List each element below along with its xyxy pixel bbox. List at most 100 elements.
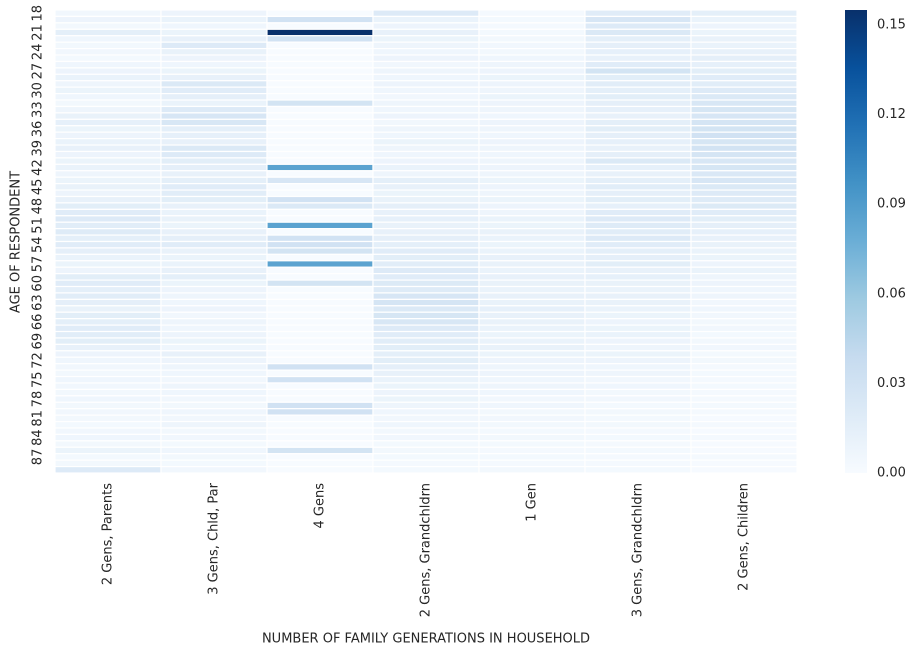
heat-cell bbox=[266, 420, 374, 429]
y-tick-label: 69 bbox=[31, 333, 46, 350]
heat-cell bbox=[584, 395, 692, 403]
heat-cell bbox=[584, 350, 692, 358]
heat-cell bbox=[584, 163, 692, 172]
heat-cell bbox=[54, 324, 162, 333]
heat-cell bbox=[266, 221, 374, 230]
y-tick-label: 48 bbox=[31, 198, 46, 215]
heat-cell bbox=[266, 298, 374, 307]
heat-cell bbox=[372, 266, 480, 275]
heat-cell bbox=[478, 337, 586, 345]
heat-cell bbox=[584, 215, 692, 223]
heat-cell bbox=[266, 433, 374, 442]
heat-cell bbox=[372, 388, 480, 397]
heat-cell bbox=[584, 292, 692, 300]
heat-cell bbox=[584, 253, 692, 262]
heat-cell bbox=[372, 195, 480, 204]
heat-cell bbox=[690, 247, 798, 255]
heat-cell bbox=[160, 408, 268, 416]
heat-cell bbox=[690, 67, 798, 75]
heat-cell bbox=[372, 330, 480, 339]
heat-cell bbox=[266, 356, 374, 365]
heat-cell bbox=[160, 343, 268, 352]
heat-cell bbox=[54, 228, 162, 236]
heat-cell bbox=[478, 170, 586, 178]
heat-cell bbox=[372, 427, 480, 436]
x-tick-label: 3 Gens, Chld, Par bbox=[207, 482, 222, 594]
y-tick-label: 42 bbox=[31, 159, 46, 176]
heat-cell bbox=[690, 234, 798, 243]
heat-cell bbox=[266, 459, 374, 468]
heat-cell bbox=[690, 427, 798, 436]
heat-cell bbox=[690, 453, 798, 461]
x-tick-label: 4 Gens bbox=[313, 483, 328, 529]
heat-cell bbox=[584, 298, 692, 307]
heat-cell bbox=[584, 67, 692, 75]
heat-cell bbox=[584, 99, 692, 108]
heat-cell bbox=[584, 189, 692, 198]
heat-cell bbox=[266, 369, 374, 378]
heat-cell bbox=[690, 395, 798, 403]
heat-cell bbox=[266, 395, 374, 403]
heat-cell bbox=[478, 9, 586, 18]
heat-cell bbox=[584, 459, 692, 468]
heat-cell bbox=[690, 208, 798, 217]
heat-cell bbox=[372, 138, 480, 146]
heat-cell bbox=[690, 163, 798, 172]
heat-cell bbox=[160, 459, 268, 468]
x-tick-label: 2 Gens, Parents bbox=[101, 483, 116, 585]
heat-cell bbox=[478, 47, 586, 56]
heat-cell bbox=[266, 92, 374, 101]
heat-cell bbox=[478, 260, 586, 268]
heat-cell bbox=[266, 273, 374, 281]
heat-cell bbox=[372, 395, 480, 403]
heat-cell bbox=[690, 150, 798, 159]
heat-cell bbox=[690, 80, 798, 88]
heat-cell bbox=[478, 202, 586, 210]
heat-cell bbox=[54, 234, 162, 243]
heat-cell bbox=[372, 356, 480, 365]
heat-cell bbox=[54, 465, 162, 474]
heat-cell bbox=[160, 228, 268, 236]
heat-cell bbox=[54, 131, 162, 140]
heat-cell bbox=[584, 266, 692, 275]
colorbar-tick-label: 0.06 bbox=[877, 286, 906, 301]
heat-cell bbox=[160, 144, 268, 153]
heat-cell bbox=[372, 459, 480, 468]
y-tick-label: 21 bbox=[31, 24, 46, 41]
heat-cell bbox=[266, 318, 374, 326]
heat-cell bbox=[584, 260, 692, 268]
heat-cell bbox=[690, 86, 798, 95]
heat-cell bbox=[478, 440, 586, 448]
heat-cell bbox=[584, 382, 692, 391]
heat-cell bbox=[372, 112, 480, 120]
heat-cell bbox=[54, 41, 162, 50]
heat-cell bbox=[372, 67, 480, 75]
heat-cell bbox=[584, 183, 692, 191]
y-tick-label: 66 bbox=[31, 314, 46, 331]
heat-cell bbox=[266, 131, 374, 140]
heat-cell bbox=[584, 22, 692, 30]
heat-cell bbox=[266, 67, 374, 75]
heat-cell bbox=[54, 375, 162, 384]
heat-cell bbox=[584, 9, 692, 18]
heat-cell bbox=[478, 131, 586, 140]
heat-cell bbox=[54, 221, 162, 230]
heat-cell bbox=[372, 202, 480, 210]
heat-cell bbox=[584, 86, 692, 95]
heat-cell bbox=[266, 60, 374, 69]
heat-cell bbox=[690, 157, 798, 165]
y-tick-label: 81 bbox=[31, 410, 46, 427]
heat-cell bbox=[690, 343, 798, 352]
heat-cell bbox=[160, 375, 268, 384]
heat-cell bbox=[266, 163, 374, 172]
heat-cell bbox=[54, 176, 162, 185]
heat-cell bbox=[160, 318, 268, 326]
heat-cell bbox=[690, 195, 798, 204]
heat-cell bbox=[54, 459, 162, 468]
heat-cell bbox=[160, 414, 268, 423]
heat-cell bbox=[160, 163, 268, 172]
heat-cell bbox=[54, 453, 162, 461]
heat-cell bbox=[690, 356, 798, 365]
heat-cell bbox=[160, 395, 268, 403]
